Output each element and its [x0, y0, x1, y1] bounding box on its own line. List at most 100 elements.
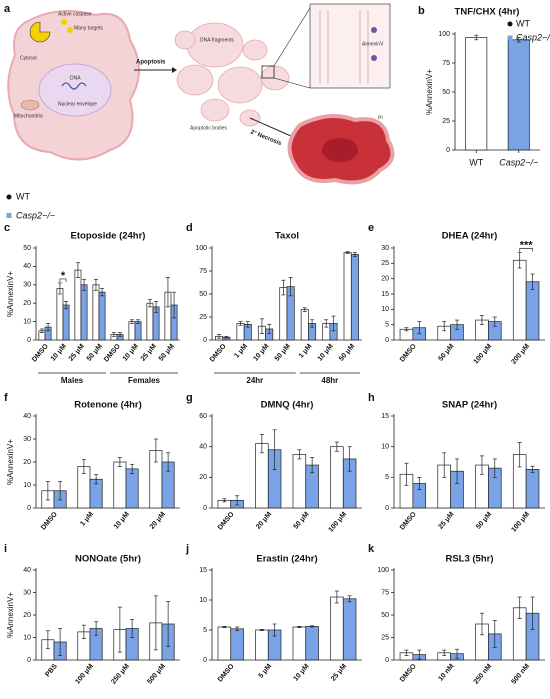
- legend-label: WT: [16, 191, 30, 201]
- y-tick-label: 5: [385, 322, 389, 329]
- y-tick-label: 50: [23, 245, 31, 252]
- y-tick-label: 0: [385, 657, 389, 664]
- caspase: [29, 21, 51, 43]
- target: [67, 27, 73, 33]
- x-tick-label: 25 μM: [437, 511, 455, 531]
- y-tick-label: 75: [381, 589, 389, 596]
- dna: [61, 82, 87, 90]
- bar: [113, 461, 127, 509]
- x-tick-label: 50 μM: [293, 511, 311, 531]
- annexin: [371, 27, 377, 33]
- nucleus: [38, 63, 112, 117]
- y-tick-label: 0: [203, 337, 207, 344]
- x-tick-label: DMSO: [399, 511, 418, 532]
- y-tick-label: 20: [199, 474, 207, 481]
- zoom-box: [261, 65, 275, 79]
- label: Apoptosis: [136, 60, 166, 66]
- y-tick-label: 0: [27, 657, 31, 664]
- y-tick-label: 75: [199, 268, 207, 275]
- x-tick-label: 10 μM: [252, 343, 270, 363]
- y-tick-label: 0: [27, 505, 31, 512]
- panel: b TNF/CHX (4hr) 0 25 50 75 100 %AnnexinV+ WT Casp…: [418, 5, 550, 167]
- label: DNA fragments: [200, 37, 234, 43]
- y-tick-label: 30: [381, 245, 389, 252]
- panel-a: a Active caspase Many targets Cytosol Mi…: [4, 3, 395, 185]
- y-tick-label: 50: [442, 89, 450, 96]
- x-tick-label: 250 μM: [110, 663, 131, 686]
- x-tick-label: 25 μM: [68, 343, 86, 363]
- annotation: *: [61, 270, 66, 282]
- chart-title: NONOate (5hr): [75, 554, 141, 565]
- x-tick-label: 10 μM: [113, 511, 131, 531]
- x-tick-label: DMSO: [399, 343, 418, 364]
- x-tick-label: DMSO: [40, 511, 59, 532]
- y-tick-label: 0: [203, 505, 207, 512]
- bar: [342, 598, 357, 661]
- bar: [92, 284, 100, 341]
- y-tick-label: 30: [23, 589, 31, 596]
- membrane: [319, 10, 369, 84]
- y-tick-label: 25: [381, 634, 389, 641]
- group-label: Males: [61, 376, 84, 385]
- bar: [330, 596, 344, 661]
- x-tick-label: WT: [469, 157, 483, 167]
- panel-letter: k: [368, 543, 375, 555]
- x-tick-label: DMSO: [399, 663, 418, 684]
- x-tick-label: DMSO: [31, 343, 50, 364]
- y-tick-label: 0: [385, 505, 389, 512]
- y-tick-label: 10: [23, 634, 31, 641]
- y-axis-label: %AnnexinV+: [6, 592, 15, 638]
- x-tick-label: 10 nM: [437, 663, 455, 683]
- y-tick-label: 10: [199, 597, 207, 604]
- x-tick-label: 100 μM: [510, 511, 531, 534]
- bar: [62, 304, 70, 341]
- panel-letter: g: [186, 392, 193, 404]
- legend-marker: [507, 21, 513, 27]
- y-tick-label: 10: [23, 318, 31, 325]
- panel-letter: d: [186, 222, 193, 234]
- legend: WT Casp2−/−: [6, 191, 55, 220]
- label: PI: [378, 115, 383, 121]
- panel-letter: a: [4, 3, 11, 15]
- legend-marker: [6, 213, 12, 218]
- y-tick-label: 40: [23, 263, 31, 270]
- significance-bracket: [59, 278, 67, 282]
- y-tick-label: 30: [23, 282, 31, 289]
- x-tick-label: 10 μM: [122, 343, 140, 363]
- panel: h SNAP (24hr) 0 5 10 15 DMSO 25 μM 50 μM 100 μM: [368, 392, 545, 534]
- y-tick-label: 25: [442, 118, 450, 125]
- chart-title: SNAP (24hr): [442, 400, 497, 411]
- x-tick-label: 10 μM: [317, 343, 335, 363]
- panel-letter: f: [4, 392, 8, 404]
- panel-letter: i: [4, 543, 7, 555]
- x-tick-label: 50 μM: [475, 511, 493, 531]
- bar: [217, 626, 232, 661]
- y-tick-label: 15: [381, 291, 389, 298]
- y-tick-label: 75: [442, 60, 450, 67]
- group-label: 48hr: [321, 376, 338, 385]
- bar: [525, 469, 540, 509]
- x-tick-label: 25 μM: [330, 663, 348, 683]
- x-tick-label: 1 μM: [79, 511, 95, 528]
- x-tick-label: 20 μM: [255, 511, 273, 531]
- legend-marker: [6, 194, 12, 200]
- y-axis-label: %AnnexinV+: [6, 439, 15, 485]
- x-tick-label: DMSO: [217, 511, 236, 532]
- target: [61, 19, 67, 25]
- bar: [343, 252, 352, 341]
- legend-label: Casp2−/−: [516, 32, 550, 42]
- x-tick-label: 100 μM: [328, 511, 349, 534]
- y-tick-label: 0: [446, 147, 450, 154]
- y-tick-label: 100: [195, 245, 207, 252]
- y-tick-label: 60: [199, 413, 207, 420]
- panel: k RSL3 (5hr) 0 25 50 75 100 DMSO 10 nM 250 nM 500 …: [368, 543, 545, 686]
- y-tick-label: 50: [381, 612, 389, 619]
- label: AnnexinV: [362, 41, 384, 47]
- y-tick-label: 10: [381, 306, 389, 313]
- group-label: 24hr: [246, 376, 263, 385]
- label: Mitochondria: [14, 113, 43, 119]
- y-tick-label: 25: [381, 260, 389, 267]
- membrane-zoom: [309, 3, 391, 89]
- bar: [134, 321, 142, 341]
